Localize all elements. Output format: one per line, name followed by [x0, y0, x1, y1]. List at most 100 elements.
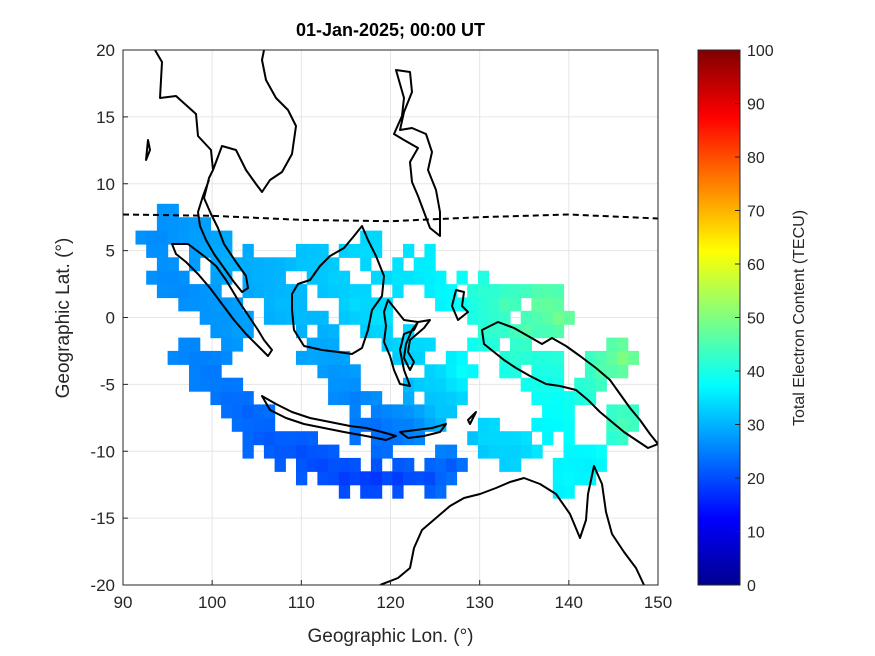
- tec-cell: [360, 310, 372, 325]
- tec-cell: [520, 431, 532, 446]
- tec-cell: [488, 337, 500, 352]
- colorbar-gradient: [697, 49, 741, 586]
- colorbar-tick-label: 40: [747, 364, 765, 381]
- tec-cell: [413, 417, 425, 432]
- tec-cell: [210, 270, 222, 285]
- tec-cell: [456, 377, 468, 392]
- tec-cell: [221, 377, 233, 392]
- tec-cell: [317, 324, 329, 339]
- x-tick-label: 90: [114, 593, 133, 612]
- tec-cell: [584, 457, 597, 472]
- tec-cell: [349, 391, 361, 406]
- tec-cell: [488, 417, 500, 432]
- tec-cell: [413, 337, 425, 352]
- tec-cell: [413, 471, 425, 486]
- tec-cell: [189, 364, 201, 379]
- tec-cell: [274, 270, 286, 285]
- tec-cell: [563, 391, 575, 406]
- tec-cell: [435, 270, 447, 285]
- tec-cell: [317, 471, 329, 486]
- tec-cell: [210, 364, 222, 379]
- tec-cell: [263, 444, 276, 459]
- coastline-philippines: [393, 69, 441, 237]
- tec-cell: [617, 404, 629, 419]
- tec-cell: [156, 284, 169, 299]
- tec-cell: [210, 230, 222, 245]
- tec-cell: [477, 431, 490, 446]
- tec-cell: [317, 284, 329, 299]
- tec-cell: [424, 364, 436, 379]
- tec-cell: [381, 471, 393, 486]
- tec-cell: [445, 391, 458, 406]
- tec-cell: [167, 350, 179, 365]
- tec-cell: [231, 324, 244, 339]
- tec-cell: [574, 471, 586, 486]
- x-tick-label: 110: [288, 593, 315, 612]
- tec-cell: [552, 404, 565, 419]
- tec-cell: [445, 350, 458, 365]
- tec-cell: [552, 417, 565, 432]
- chart-title: 01-Jan-2025; 00:00 UT: [295, 20, 486, 40]
- y-tick-label: -15: [90, 509, 115, 528]
- colorbar-tick-label: 20: [747, 471, 765, 488]
- tec-cell: [360, 484, 372, 499]
- tec-cell: [221, 404, 233, 419]
- tec-cell: [328, 350, 340, 365]
- tec-cell: [542, 404, 554, 419]
- tec-cell: [156, 243, 169, 258]
- tec-cell: [242, 431, 254, 446]
- tec-cell: [477, 270, 490, 285]
- tec-cell: [199, 377, 211, 392]
- tec-cell: [167, 270, 179, 285]
- tec-cell: [338, 270, 351, 285]
- tec-cell: [467, 284, 479, 299]
- tec-cell: [274, 284, 286, 299]
- tec-cell: [617, 364, 629, 379]
- tec-cell: [360, 243, 372, 258]
- tec-cell: [499, 364, 511, 379]
- tec-cell: [317, 444, 329, 459]
- tec-cell: [221, 337, 233, 352]
- x-tick-label: 120: [376, 593, 404, 612]
- tec-cell: [424, 457, 436, 472]
- tec-cell: [242, 417, 254, 432]
- tec-cell: [167, 284, 179, 299]
- tec-cell: [349, 404, 361, 419]
- tec-cell: [135, 230, 147, 245]
- tec-cell: [231, 337, 244, 352]
- x-tick-label: 130: [465, 593, 493, 612]
- tec-cell: [370, 457, 383, 472]
- tec-cell: [531, 391, 543, 406]
- tec-cell: [435, 377, 447, 392]
- tec-cell: [435, 284, 447, 299]
- y-tick-label: -5: [100, 375, 115, 394]
- tec-cell: [253, 284, 265, 299]
- tec-cell: [242, 257, 254, 272]
- tec-cell: [435, 444, 447, 459]
- tec-cell: [445, 364, 458, 379]
- coastline-halmahera: [451, 289, 469, 321]
- tec-cell: [542, 364, 554, 379]
- tec-cell: [317, 350, 329, 365]
- tec-cell: [488, 444, 500, 459]
- tec-cell: [263, 417, 276, 432]
- tec-cell: [552, 284, 565, 299]
- tec-cell: [499, 444, 511, 459]
- tec-cell: [317, 337, 329, 352]
- tec-cell: [370, 471, 383, 486]
- tec-cell: [285, 284, 297, 299]
- tec-cell: [617, 417, 629, 432]
- tec-cell: [328, 377, 340, 392]
- tec-cell: [210, 324, 222, 339]
- coastline-sulawesi: [383, 299, 431, 387]
- tec-cell: [156, 270, 169, 285]
- tec-cell: [210, 284, 222, 299]
- tec-cell: [381, 337, 393, 352]
- tec-cell: [413, 377, 425, 392]
- y-tick-label: -10: [90, 442, 115, 461]
- tec-cell: [199, 284, 211, 299]
- tec-cell: [296, 297, 308, 312]
- tec-cell: [381, 404, 393, 419]
- tec-cell: [328, 364, 340, 379]
